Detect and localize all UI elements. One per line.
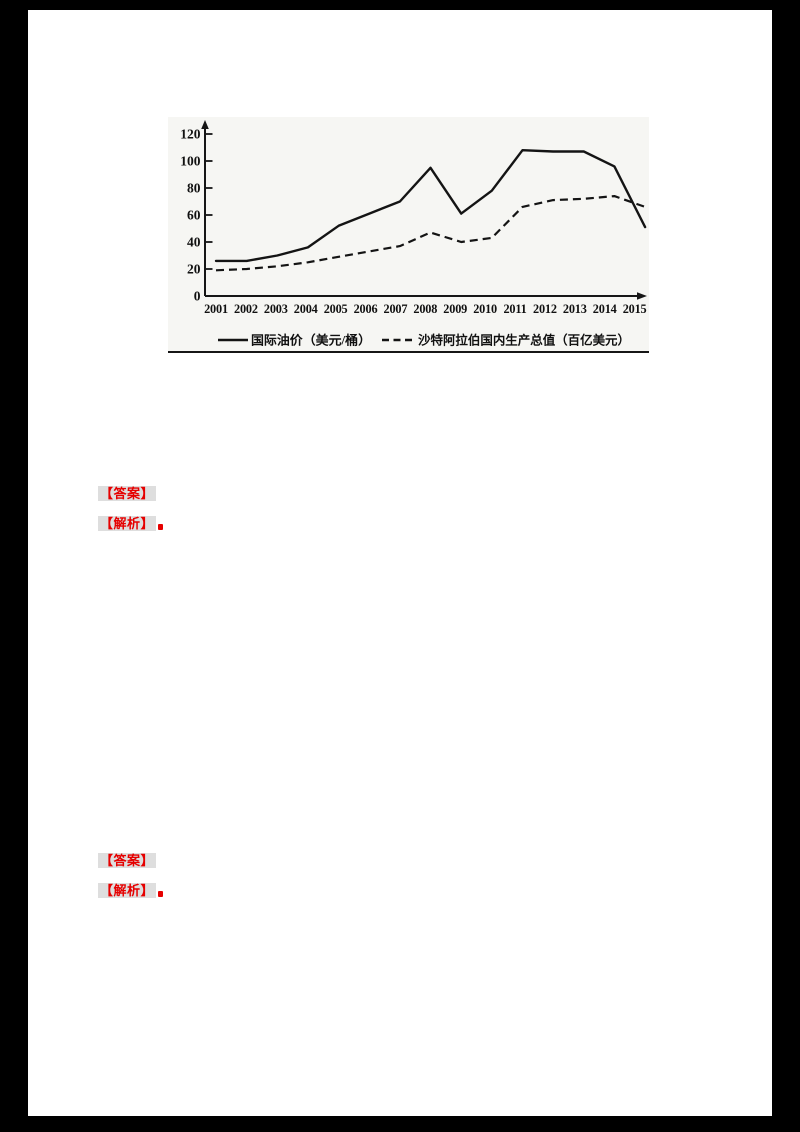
x-tick-label: 2012 bbox=[533, 302, 557, 316]
red-mark-icon bbox=[158, 524, 164, 530]
legend-label-saudi-gdp: 沙特阿拉伯国内生产总值（百亿美元） bbox=[418, 332, 630, 347]
y-tick-label: 0 bbox=[194, 289, 201, 304]
x-tick-label: 2007 bbox=[384, 302, 408, 316]
y-axis-arrow-icon bbox=[201, 120, 209, 129]
y-tick-label: 80 bbox=[187, 181, 201, 196]
x-axis-labels: 2001 2002 2003 2004 2005 2006 2007 2008 2009 2010… bbox=[204, 302, 647, 316]
oil-price-line bbox=[214, 149, 647, 263]
x-tick-label: 2002 bbox=[234, 302, 258, 316]
chart-legend: 国际油价（美元/桶） 沙特阿拉伯国内生产总值（百亿美元） bbox=[218, 332, 630, 347]
y-tick-label: 40 bbox=[187, 235, 201, 250]
legend-label-oil-price: 国际油价（美元/桶） bbox=[251, 332, 371, 347]
oil-gdp-chart-panel: 0 20 40 60 80 100 120 2001 2002 2003 2004 2005 2006… bbox=[168, 117, 649, 353]
x-tick-label: 2003 bbox=[264, 302, 288, 316]
answer-label: 【答案】 bbox=[98, 853, 157, 868]
y-tick-label: 120 bbox=[180, 127, 201, 142]
y-axis-labels: 0 20 40 60 80 100 120 bbox=[180, 127, 201, 304]
x-tick-label: 2013 bbox=[563, 302, 587, 316]
x-tick-label: 2006 bbox=[354, 302, 378, 316]
answer-row-2: 【答案】 bbox=[98, 852, 157, 868]
x-tick-label: 2015 bbox=[623, 302, 647, 316]
x-axis-arrow-icon bbox=[637, 292, 647, 300]
analysis-row-1: 【解析】 bbox=[98, 515, 164, 531]
axes bbox=[201, 120, 647, 300]
document-paper: 0 20 40 60 80 100 120 2001 2002 2003 2004 2005 2006… bbox=[28, 10, 772, 1116]
y-tick-label: 100 bbox=[180, 154, 201, 169]
red-mark-icon bbox=[158, 891, 164, 897]
x-tick-label: 2014 bbox=[593, 302, 617, 316]
y-tick-label: 60 bbox=[187, 208, 201, 223]
analysis-label: 【解析】 bbox=[98, 516, 157, 531]
x-tick-label: 2009 bbox=[443, 302, 467, 316]
analysis-row-2: 【解析】 bbox=[98, 882, 164, 898]
y-axis-ticks bbox=[205, 133, 213, 270]
answer-row-1: 【答案】 bbox=[98, 485, 157, 501]
x-tick-label: 2010 bbox=[473, 302, 497, 316]
x-tick-label: 2001 bbox=[204, 302, 228, 316]
x-tick-label: 2004 bbox=[294, 302, 318, 316]
saudi-gdp-line bbox=[215, 194, 646, 272]
x-tick-label: 2011 bbox=[503, 302, 526, 316]
line-chart: 0 20 40 60 80 100 120 2001 2002 2003 2004 2005 2006… bbox=[180, 120, 647, 347]
analysis-label: 【解析】 bbox=[98, 883, 157, 898]
answer-label: 【答案】 bbox=[98, 486, 157, 501]
x-tick-label: 2005 bbox=[324, 302, 348, 316]
data-series bbox=[214, 149, 647, 272]
y-tick-label: 20 bbox=[187, 262, 201, 277]
x-tick-label: 2008 bbox=[413, 302, 437, 316]
